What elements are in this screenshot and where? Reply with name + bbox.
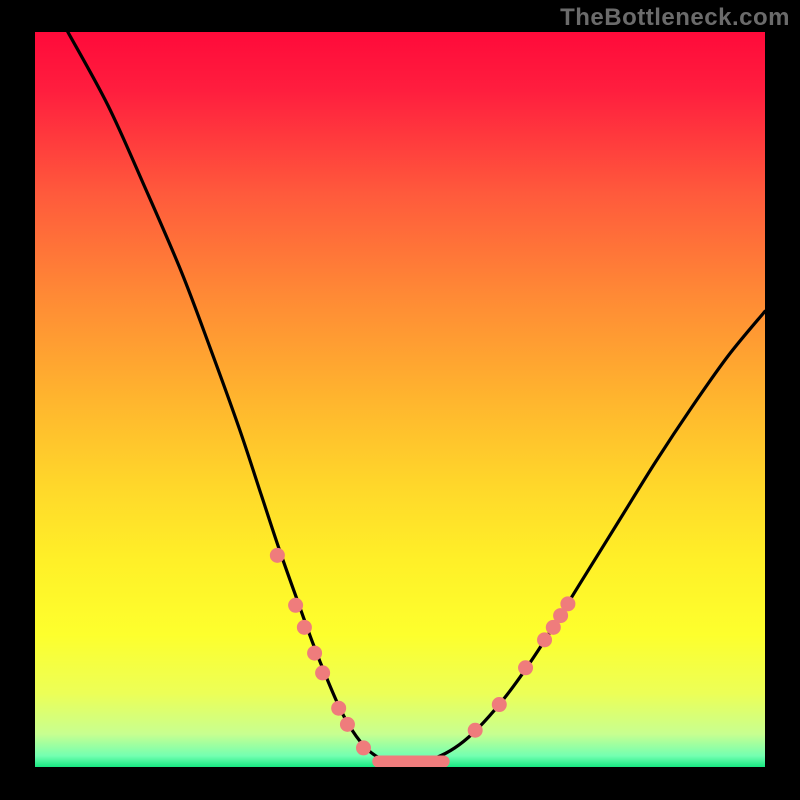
data-marker bbox=[537, 632, 552, 647]
data-marker bbox=[307, 646, 322, 661]
chart-root: TheBottleneck.com bbox=[0, 0, 800, 800]
data-marker bbox=[560, 596, 575, 611]
data-marker bbox=[315, 665, 330, 680]
bottleneck-curve-chart bbox=[0, 0, 800, 800]
data-marker bbox=[270, 548, 285, 563]
data-marker bbox=[340, 717, 355, 732]
floor-band-marker bbox=[372, 755, 449, 767]
data-marker bbox=[492, 697, 507, 712]
data-marker bbox=[356, 740, 371, 755]
data-marker bbox=[297, 620, 312, 635]
data-marker bbox=[468, 723, 483, 738]
data-marker bbox=[288, 598, 303, 613]
plot-gradient-background bbox=[35, 32, 765, 767]
data-marker bbox=[331, 701, 346, 716]
data-marker bbox=[518, 660, 533, 675]
